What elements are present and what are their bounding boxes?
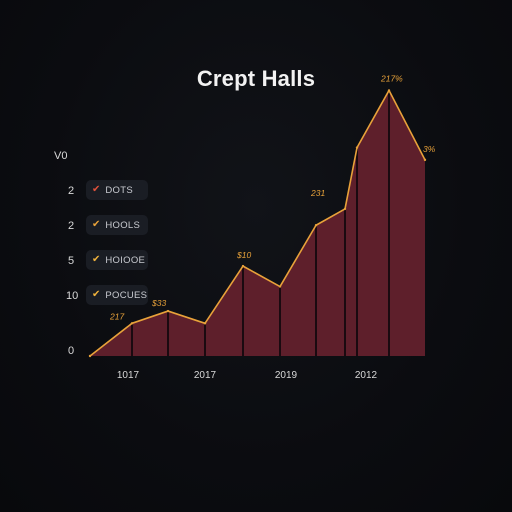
chart-title: Crept Halls bbox=[196, 66, 316, 91]
data-label: 217 bbox=[109, 311, 124, 321]
data-point bbox=[314, 224, 318, 227]
legend-label: HOOLS bbox=[105, 219, 141, 231]
data-point bbox=[355, 146, 359, 149]
data-label: $10 bbox=[236, 250, 251, 260]
x-tick-label: 2017 bbox=[194, 370, 217, 381]
data-point bbox=[166, 309, 170, 313]
data-label: 231 bbox=[310, 188, 325, 198]
data-point bbox=[88, 354, 92, 358]
check-icon: ✔ bbox=[92, 254, 101, 265]
data-point bbox=[241, 264, 245, 268]
data-point bbox=[203, 322, 207, 325]
legend-label: HOIOOE bbox=[105, 254, 146, 266]
legend-item[interactable]: ✔ POCUES bbox=[86, 285, 148, 305]
area-fill bbox=[90, 90, 425, 356]
y-tick-label: 2 bbox=[68, 220, 75, 232]
legend-item[interactable]: ✔ DOTS bbox=[86, 180, 148, 200]
x-tick-label: 1017 bbox=[117, 370, 140, 381]
data-point bbox=[423, 158, 427, 162]
check-icon: ✔ bbox=[92, 219, 101, 230]
data-label: 217% bbox=[380, 73, 403, 83]
y-tick-label: 0 bbox=[68, 345, 75, 357]
check-icon: ✔ bbox=[92, 289, 101, 300]
check-icon: ✔ bbox=[92, 184, 101, 195]
legend-item[interactable]: ✔ HOIOOE bbox=[86, 250, 148, 270]
legend-label: DOTS bbox=[105, 184, 133, 196]
data-point bbox=[278, 285, 282, 288]
y-tick-label: V0 bbox=[54, 150, 68, 162]
x-tick-label: 2019 bbox=[275, 370, 298, 381]
data-label: $33 bbox=[151, 298, 166, 308]
legend-label: POCUES bbox=[105, 289, 148, 301]
legend-item[interactable]: ✔ HOOLS bbox=[86, 215, 148, 235]
data-point bbox=[387, 89, 391, 92]
data-point bbox=[130, 322, 134, 325]
data-point bbox=[343, 207, 347, 211]
y-tick-label: 10 bbox=[66, 290, 79, 302]
y-tick-label: 5 bbox=[68, 255, 75, 267]
data-label: 3% bbox=[423, 144, 436, 154]
x-tick-label: 2012 bbox=[355, 370, 378, 381]
y-tick-label: 2 bbox=[68, 185, 75, 197]
